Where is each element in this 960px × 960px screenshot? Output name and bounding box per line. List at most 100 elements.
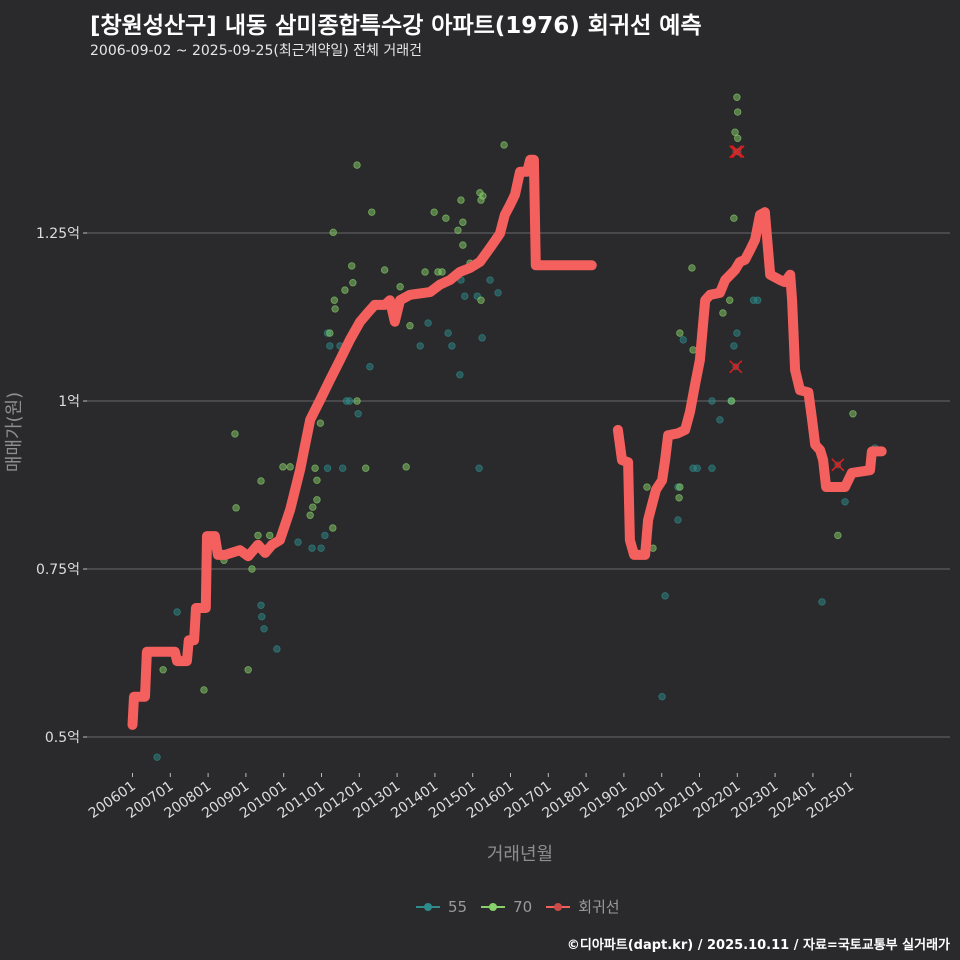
data-point-55 (754, 296, 762, 304)
legend-label-55: 55 (448, 897, 468, 916)
data-point-70 (733, 93, 741, 101)
data-point-55 (416, 342, 424, 350)
data-point-55 (153, 753, 161, 761)
data-point-70 (313, 476, 321, 484)
data-point-55 (338, 464, 347, 472)
data-point-55 (366, 363, 374, 371)
data-point-70 (329, 524, 337, 532)
data-point-55 (478, 334, 486, 342)
data-point-70 (331, 305, 339, 313)
data-point-55 (258, 613, 266, 621)
data-point-55 (326, 342, 334, 350)
data-point-55 (716, 416, 724, 424)
legend-key-55-icon (416, 900, 440, 914)
data-point-70 (311, 464, 319, 472)
data-point-55 (661, 592, 669, 600)
data-point-70 (688, 264, 696, 272)
legend-item-55: 55 (416, 898, 467, 916)
data-point-70 (727, 397, 736, 405)
data-point-70 (353, 161, 361, 169)
data-point-55 (658, 692, 666, 701)
chart-title: [창원성산구] 내동 삼미종합특수강 아파트(1976) 회귀선 예측 (90, 13, 702, 39)
legend-item-70: 70 (481, 898, 532, 916)
data-point-70 (689, 346, 697, 354)
legend-label-70: 70 (513, 897, 533, 916)
legend-label-regression: 회귀선 (578, 898, 620, 916)
data-point-70 (368, 208, 376, 216)
data-point-70 (159, 666, 167, 674)
data-point-70 (676, 329, 684, 337)
data-point-55 (494, 289, 502, 297)
data-point-70 (248, 565, 256, 573)
data-point-70 (348, 262, 356, 270)
data-point-70 (200, 686, 208, 694)
y-tick-label: 1억 (58, 394, 80, 410)
outlier-x-icon (831, 458, 845, 472)
data-point-55 (486, 276, 494, 284)
data-point-70 (406, 322, 414, 330)
data-point-70 (719, 309, 727, 317)
data-point-55 (323, 464, 332, 472)
data-point-70 (231, 430, 239, 438)
data-point-70 (849, 410, 857, 418)
data-point-55 (345, 397, 354, 405)
data-point-55 (708, 397, 716, 405)
outlier-markers (729, 145, 845, 472)
data-point-55 (448, 342, 456, 350)
data-point-70 (313, 496, 321, 504)
data-point-55 (456, 371, 464, 379)
outlier-cross (729, 360, 743, 374)
data-point-55 (674, 516, 682, 524)
data-point-70 (726, 296, 734, 304)
legend-item-regression: 회귀선 (546, 896, 620, 917)
data-point-55 (273, 645, 281, 653)
legend: 55 70 회귀선 (416, 896, 626, 917)
outlier-x-icon (731, 145, 745, 159)
data-point-70 (421, 268, 429, 276)
data-point-70 (257, 477, 265, 485)
gridlines (86, 232, 950, 738)
data-point-70 (500, 141, 508, 149)
data-point-70 (349, 279, 357, 287)
data-point-70 (643, 483, 651, 491)
data-point-70 (329, 228, 337, 237)
legend-key-70-icon (481, 900, 506, 914)
data-point-70 (675, 494, 683, 502)
data-point-70 (402, 463, 410, 471)
data-point-70 (330, 296, 339, 304)
data-point-70 (731, 128, 739, 136)
data-point-55 (818, 598, 826, 606)
legend-key-regression-icon (546, 900, 571, 914)
chart-subtitle: 2006-09-02 ~ 2025-09-25(최근계약일) 전체 거래건 (90, 43, 422, 59)
data-point-55 (308, 544, 316, 552)
regression-segment (612, 207, 887, 560)
data-point-70 (316, 419, 325, 427)
regression-segment (127, 154, 597, 730)
data-point-55 (733, 329, 741, 337)
outlier-cross (731, 145, 745, 159)
data-point-70 (306, 511, 314, 519)
data-point-70 (477, 296, 485, 304)
data-point-70 (730, 214, 738, 222)
data-point-70 (454, 226, 462, 235)
data-point-70 (479, 192, 487, 200)
outlier-x-icon (729, 360, 743, 374)
data-point-55 (257, 601, 265, 609)
data-point-70 (834, 531, 842, 540)
data-point-55 (354, 410, 362, 418)
x-axis-title: 거래년월 (487, 844, 553, 865)
source-caption: ©디아파트(dapt.kr) / 2025.10.11 / 자료=국토교통부 실… (566, 938, 950, 953)
data-point-70 (733, 108, 742, 116)
data-point-70 (442, 214, 450, 222)
data-point-70 (266, 531, 274, 540)
data-point-55 (693, 464, 701, 472)
data-point-70 (362, 464, 370, 472)
data-point-55 (708, 464, 716, 472)
data-point-55 (461, 292, 469, 300)
data-point-70 (457, 196, 465, 204)
data-point-55 (260, 625, 268, 633)
scatter-points (153, 93, 879, 761)
data-point-70 (341, 286, 349, 294)
data-point-55 (424, 319, 432, 327)
